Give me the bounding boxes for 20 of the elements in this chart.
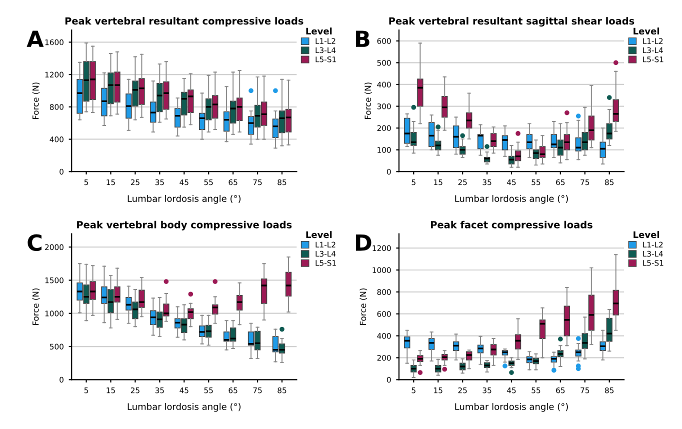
text: B [356, 30, 370, 47]
x-axis-title: Lumbar lordosis angle (°) [455, 403, 568, 412]
chart-title: Peak vertebral resultant sagittal shear loads [389, 17, 634, 27]
chart-title: Peak vertebral body compressive loads [77, 220, 292, 230]
chart-title: Peak vertebral resultant compressive loads [65, 17, 304, 26]
x-axis-title: Lumbar lordosis angle (°) [128, 194, 241, 204]
y-axis-title: Force (N) [360, 288, 368, 325]
text: D [356, 234, 372, 251]
legend-title: Level [634, 231, 660, 238]
text: C [28, 234, 42, 252]
text: A [26, 30, 44, 47]
legend-title: Level [306, 231, 332, 238]
y-axis-title: Force (N) [364, 82, 372, 119]
y-axis-title: Force (N) [32, 82, 40, 119]
y-axis-title: Force (N) [32, 288, 40, 325]
legend-title: Level [306, 28, 332, 35]
legend-title: Level [634, 28, 660, 35]
chart-title: Peak facet compressive loads [431, 220, 592, 230]
x-axis-title: Lumbar lordosis angle (°) [128, 403, 241, 412]
x-axis-title: Lumbar lordosis angle (°) [455, 194, 568, 204]
